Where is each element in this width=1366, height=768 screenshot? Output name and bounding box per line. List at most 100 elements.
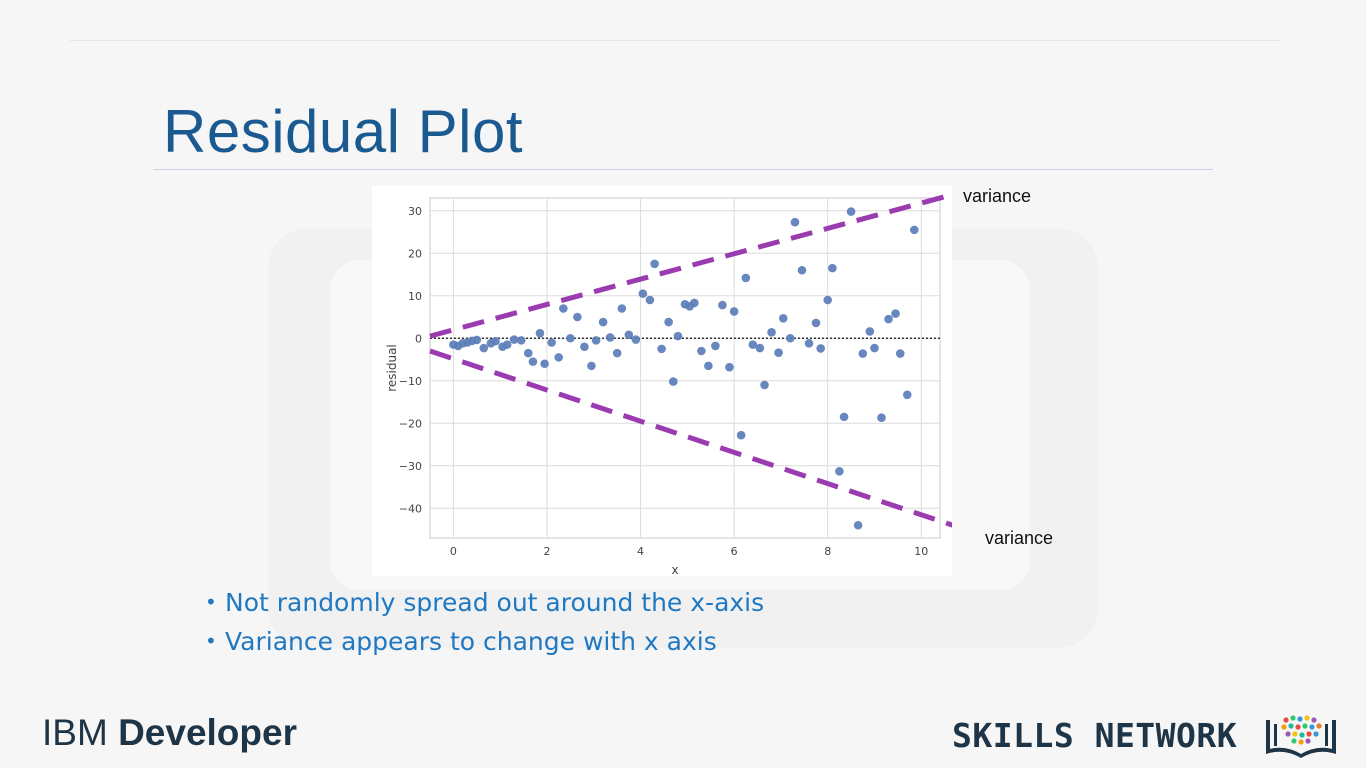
bullet-text: Not randomly spread out around the x-axi… (225, 588, 765, 617)
data-point (566, 333, 575, 343)
data-point (638, 289, 648, 298)
data-point (858, 349, 868, 358)
data-point (884, 314, 893, 324)
ibm-developer-logo: IBM Developer (42, 712, 297, 754)
data-point (895, 349, 905, 358)
data-point (516, 336, 526, 345)
data-point (828, 263, 837, 273)
plot-area (429, 197, 941, 539)
data-point (502, 340, 512, 349)
data-point (650, 259, 659, 269)
bullet-list: • Not randomly spread out around the x-ax… (205, 583, 764, 661)
y-tick-label: 0 (415, 332, 422, 345)
data-point (774, 348, 783, 357)
data-point (839, 412, 849, 422)
bullet-text: Variance appears to change with x axis (225, 627, 717, 656)
x-tick-label: 8 (824, 545, 831, 558)
data-point (598, 317, 608, 327)
x-tick-label: 10 (914, 545, 928, 558)
data-point (559, 304, 568, 313)
data-point (535, 328, 545, 338)
data-point (790, 217, 800, 227)
data-point (846, 207, 856, 216)
data-point (509, 335, 519, 344)
data-point (778, 313, 788, 323)
data-point (479, 343, 489, 353)
brand-bold: Developer (118, 712, 297, 753)
slide-title: Residual Plot (163, 98, 524, 165)
data-point (816, 344, 825, 353)
variance-envelope-upper (429, 192, 952, 339)
data-point (605, 333, 615, 342)
data-point (573, 312, 582, 322)
data-point (736, 430, 746, 440)
data-point (741, 273, 751, 283)
data-point (540, 359, 549, 369)
data-point (853, 520, 863, 530)
data-point (697, 346, 706, 356)
y-tick-label: −20 (399, 417, 422, 430)
y-tick-label: 10 (408, 290, 422, 303)
data-point (631, 335, 641, 344)
data-point (491, 336, 500, 346)
data-point (690, 298, 699, 308)
data-point (554, 353, 563, 362)
data-point (729, 307, 739, 316)
variance-label-top: variance (963, 186, 1032, 206)
residual-plot: 0 2 4 6 8 10 30 20 10 0 −10 −20 −30 −40 x residual (372, 186, 952, 576)
data-point (804, 339, 814, 348)
bullet-icon: • (205, 629, 217, 653)
variance-envelope-lower (429, 348, 952, 528)
data-point (664, 317, 673, 327)
top-divider (70, 40, 1280, 41)
data-point (767, 328, 776, 337)
data-point (718, 300, 727, 310)
data-point (909, 225, 919, 235)
bullet-item: • Variance appears to change with x axis (205, 622, 764, 661)
data-point (748, 340, 758, 349)
data-point (711, 341, 720, 351)
x-axis-label: x (671, 563, 678, 576)
y-axis-label: residual (385, 344, 399, 392)
data-point (870, 343, 879, 353)
data-point (725, 362, 734, 372)
data-point (472, 335, 482, 345)
skills-network-logo-icon (1266, 715, 1336, 758)
variance-label-bottom: variance (985, 528, 1054, 548)
data-point (617, 304, 627, 313)
bullet-item: • Not randomly spread out around the x-ax… (205, 583, 764, 622)
data-point (891, 309, 900, 318)
data-point (902, 390, 912, 400)
data-point (877, 413, 886, 423)
y-tick-label: −10 (399, 375, 422, 388)
y-tick-label: 20 (408, 247, 422, 260)
data-point (645, 295, 655, 305)
data-point (755, 343, 765, 353)
data-point (673, 331, 683, 341)
data-point (587, 361, 596, 371)
data-point (612, 348, 622, 358)
data-point (523, 348, 533, 358)
y-tick-label: −40 (399, 502, 422, 515)
x-tick-label: 2 (543, 545, 550, 558)
data-point (669, 377, 678, 386)
x-tick-label: 6 (731, 545, 738, 558)
data-point (624, 330, 634, 340)
data-point (760, 380, 769, 390)
data-point (591, 336, 601, 345)
data-point (547, 338, 556, 347)
bullet-icon: • (205, 590, 217, 614)
data-point (835, 466, 844, 476)
y-tick-label: 30 (408, 205, 422, 218)
data-point (528, 357, 538, 366)
data-point (785, 333, 795, 343)
data-point (811, 318, 821, 328)
data-point (797, 265, 807, 275)
data-point (580, 342, 589, 352)
x-tick-label: 4 (637, 545, 644, 558)
title-divider (153, 169, 1213, 170)
data-point (823, 295, 833, 305)
data-point (865, 327, 875, 336)
y-tick-label: −30 (399, 460, 422, 473)
